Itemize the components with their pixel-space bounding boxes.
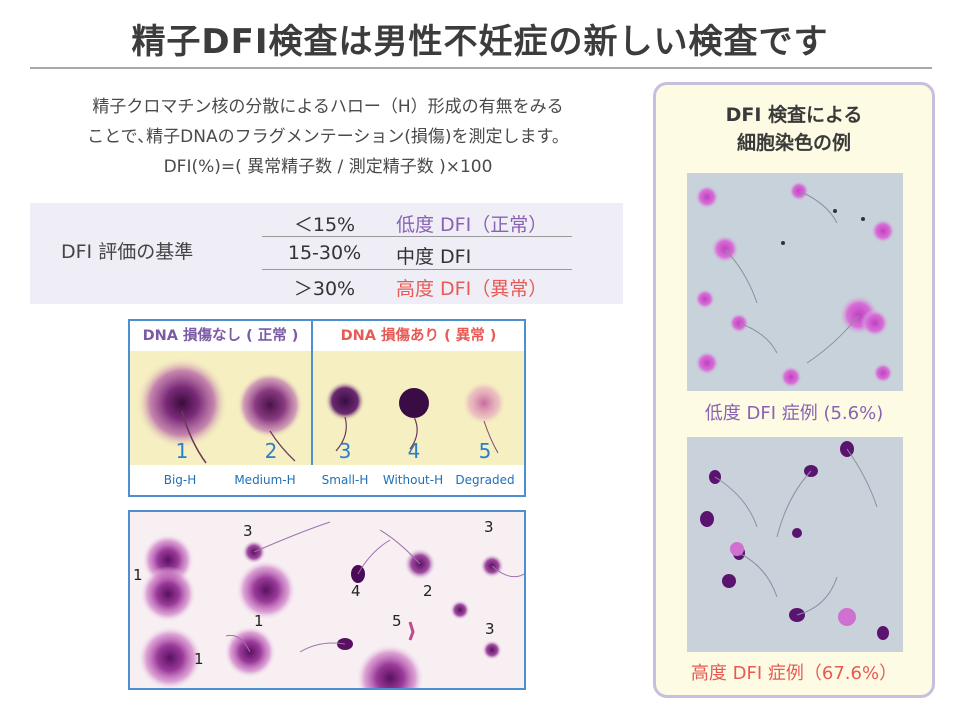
halo-normal-label: DNA 損傷なし ( 正常 ) — [130, 321, 311, 351]
criteria-divider — [262, 236, 572, 237]
side-title-line-1: DFI 検査による — [725, 104, 863, 126]
sample-number: 3 — [243, 522, 253, 540]
halo-classification-figure: DNA 損傷なし ( 正常 ) DNA 損傷あり ( 異常 ) 1 2 3 4 … — [128, 319, 526, 497]
criteria-range: ＞30% — [293, 278, 356, 300]
halo-divider — [311, 321, 313, 495]
halo-caption: Medium-H — [234, 473, 296, 487]
sample-micrograph-image — [138, 521, 524, 688]
sample-number: 1 — [194, 650, 204, 668]
criteria-table: DFI 評価の基準 ＜15% 低度 DFI（正常） 15-30% 中度 DFI … — [30, 203, 623, 304]
dfi-formula: DFI(%)=( 異常精子数 / 測定精子数 )×100 — [163, 157, 493, 177]
sample-number: 1 — [254, 612, 264, 630]
criteria-range: ＜15% — [293, 214, 356, 236]
halo-number: 2 — [264, 439, 278, 463]
description-line-2: ことで､精子DNAのフラグメンテーション(損傷)を測定します。 — [87, 127, 569, 147]
halo-number: 4 — [407, 439, 421, 463]
halo-caption: Small-H — [321, 473, 369, 487]
sample-number: 5 — [392, 612, 402, 630]
criteria-range: 15-30% — [287, 242, 362, 264]
sample-number: 1 — [133, 566, 143, 584]
sample-micrograph: 1 3 1 1 4 5 2 3 3 — [128, 510, 526, 690]
halo-sperm-image — [136, 357, 506, 464]
description: 精子クロマチン核の分散によるハロー（H）形成の有無をみる ことで､精子DNAのフ… — [28, 92, 628, 182]
criteria-divider — [262, 269, 572, 270]
high-dfi-caption: 高度 DFI 症例（67.6%） — [690, 663, 898, 684]
criteria-label: DFI 評価の基準 — [61, 241, 194, 263]
halo-abnormal-label: DNA 損傷あり ( 異常 ) — [313, 321, 524, 351]
low-dfi-micrograph — [687, 173, 903, 391]
side-panel-title: DFI 検査による 細胞染色の例 — [656, 101, 932, 157]
sample-number: 3 — [484, 518, 494, 536]
criteria-level: 低度 DFI（正常） — [396, 214, 548, 236]
page-title: 精子DFI検査は男性不妊症の新しい検査です — [131, 22, 829, 62]
high-dfi-micrograph — [687, 437, 903, 652]
low-dfi-caption: 低度 DFI 症例 (5.6%) — [704, 403, 884, 424]
low-dfi-image — [687, 173, 903, 391]
side-title-line-2: 細胞染色の例 — [736, 132, 851, 154]
sample-number: 3 — [485, 620, 495, 638]
criteria-row-low: ＜15% 低度 DFI（正常） — [262, 206, 572, 237]
sample-number: 2 — [423, 582, 433, 600]
criteria-row-high: ＞30% 高度 DFI（異常） — [262, 270, 572, 301]
halo-number: 1 — [175, 439, 189, 463]
criteria-row-mid: 15-30% 中度 DFI — [262, 238, 572, 269]
high-dfi-image — [687, 437, 903, 652]
halo-number: 5 — [478, 439, 492, 463]
halo-caption: Without-H — [382, 473, 444, 487]
halo-number: 3 — [338, 439, 352, 463]
description-line-1: 精子クロマチン核の分散によるハロー（H）形成の有無をみる — [92, 97, 564, 117]
staining-example-panel: DFI 検査による 細胞染色の例 — [653, 82, 935, 698]
halo-caption: Degraded — [455, 473, 515, 487]
criteria-level: 中度 DFI — [396, 246, 472, 268]
sample-number: 4 — [351, 582, 361, 600]
halo-caption: Big-H — [163, 473, 197, 487]
halo-caption-bar — [130, 465, 524, 495]
criteria-level: 高度 DFI（異常） — [396, 278, 548, 300]
title-divider — [30, 67, 932, 69]
